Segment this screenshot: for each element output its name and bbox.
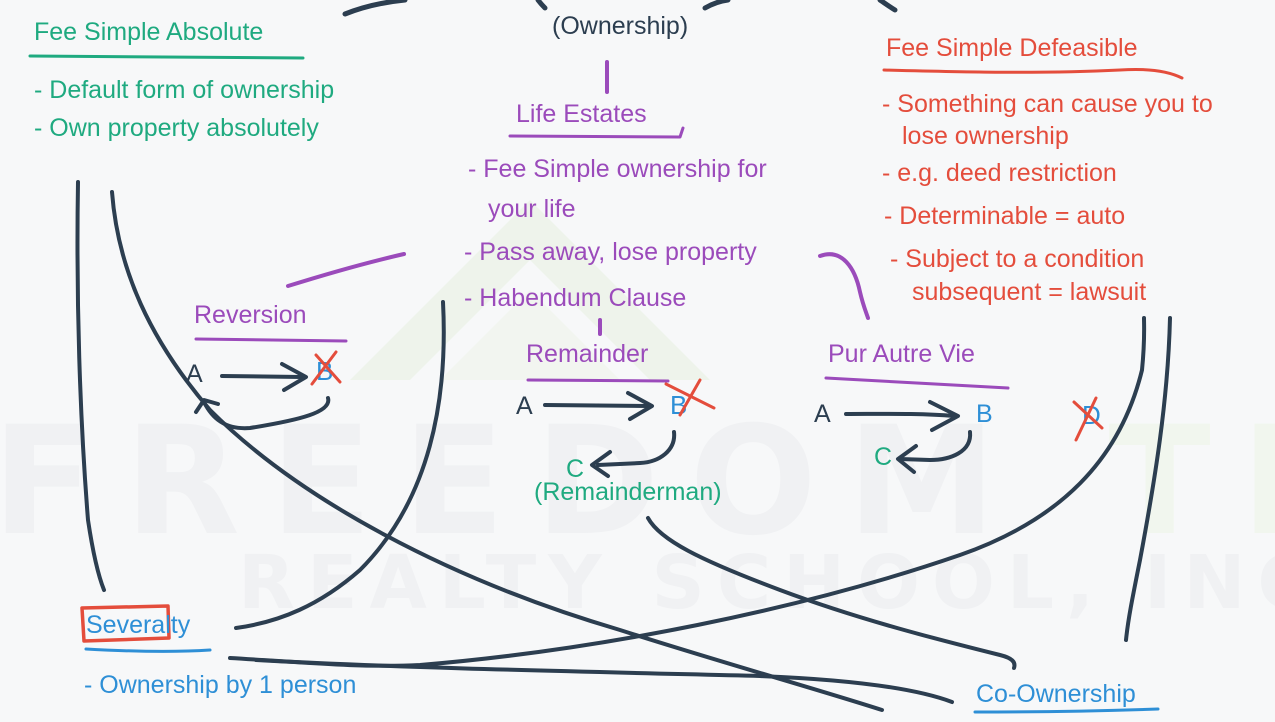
reversion-arrow-a-b bbox=[220, 374, 304, 379]
le-underline bbox=[508, 126, 685, 139]
top-arc-right bbox=[877, 0, 898, 13]
pav-arrowhead bbox=[928, 400, 960, 432]
fsd-underline bbox=[882, 68, 1184, 80]
pur-autre-vie-c: C bbox=[874, 443, 893, 471]
pav-arrow-a-b bbox=[844, 411, 956, 418]
pav-d-cross bbox=[1072, 396, 1104, 442]
co-ownership-underline bbox=[973, 707, 1160, 714]
defeasible-to-co-ownership bbox=[1124, 316, 1172, 642]
remainder-underline bbox=[526, 378, 670, 383]
fee-simple-absolute-bullet-2: - Own property absolutely bbox=[34, 114, 319, 142]
fee-simple-defeasible-title: Fee Simple Defeasible bbox=[886, 34, 1138, 62]
pav-b-to-c bbox=[898, 430, 973, 462]
life-estates-bullet-1: - Fee Simple ownership for bbox=[468, 155, 767, 183]
remainder-arrowhead bbox=[626, 391, 654, 421]
severalty-underline bbox=[84, 647, 212, 653]
fsa-underline bbox=[28, 54, 305, 60]
top-arc-left bbox=[342, 0, 408, 17]
reversion-arrowhead bbox=[280, 362, 308, 392]
severalty-bullet: - Ownership by 1 person bbox=[84, 671, 357, 699]
fee-simple-defeasible-bullet-1: - Something can cause you to bbox=[882, 90, 1213, 118]
pur-autre-vie-b: B bbox=[976, 400, 993, 428]
top-arc-mid-left bbox=[535, 0, 548, 11]
fee-simple-defeasible-bullet-3: - Determinable = auto bbox=[884, 202, 1126, 230]
reversion-to-severalty bbox=[234, 300, 446, 630]
fee-simple-defeasible-bullet-2: - e.g. deed restriction bbox=[882, 159, 1117, 187]
reversion-title: Reversion bbox=[194, 301, 307, 329]
fee-simple-defeasible-bullet-1-cont: lose ownership bbox=[902, 122, 1069, 150]
top-arc-mid-right bbox=[702, 0, 731, 11]
life-estates-bullet-1-cont: your life bbox=[488, 195, 576, 223]
fee-simple-absolute-bullet-1: - Default form of ownership bbox=[34, 76, 335, 104]
life-estates-bullet-2: - Pass away, lose property bbox=[464, 238, 757, 266]
remainder-c-arrowhead bbox=[590, 450, 612, 478]
life-estates-to-reversion bbox=[286, 252, 406, 288]
life-estates-title: Life Estates bbox=[516, 100, 647, 128]
ownership-label: (Ownership) bbox=[552, 12, 689, 40]
life-estates-to-pur-autre-vie bbox=[818, 252, 870, 320]
co-ownership-title: Co-Ownership bbox=[976, 680, 1136, 708]
remainder-arrow-a-b bbox=[543, 403, 650, 408]
pur-autre-vie-title: Pur Autre Vie bbox=[828, 340, 975, 368]
remainder-b-to-c bbox=[596, 430, 677, 467]
reversion-b-cross bbox=[310, 350, 342, 386]
severalty-box bbox=[80, 604, 171, 643]
fee-simple-defeasible-bullet-4-cont: subsequent = lawsuit bbox=[912, 278, 1147, 306]
reversion-a: A bbox=[186, 360, 203, 388]
pav-underline bbox=[824, 376, 1010, 390]
reversion-underline bbox=[194, 337, 348, 343]
remainder-title: Remainder bbox=[526, 340, 649, 368]
remainderman-label: (Remainderman) bbox=[534, 478, 722, 506]
severalty-to-co-ownership bbox=[254, 658, 954, 704]
life-estates-bullet-3: - Habendum Clause bbox=[464, 284, 687, 312]
severalty-title: Severalty bbox=[86, 611, 191, 639]
remainder-b-cross bbox=[664, 378, 716, 417]
fee-simple-absolute-title: Fee Simple Absolute bbox=[34, 18, 264, 46]
remainder-to-co-ownership bbox=[646, 516, 1017, 670]
pur-autre-vie-a: A bbox=[814, 400, 831, 428]
remainder-a: A bbox=[516, 392, 533, 420]
pav-c-arrowhead bbox=[896, 444, 918, 474]
remainder-c: C bbox=[566, 455, 585, 483]
fsa-to-co-ownership bbox=[110, 190, 884, 712]
fee-simple-defeasible-bullet-4: - Subject to a condition bbox=[890, 245, 1145, 273]
fsa-to-severalty-outer bbox=[75, 180, 106, 592]
